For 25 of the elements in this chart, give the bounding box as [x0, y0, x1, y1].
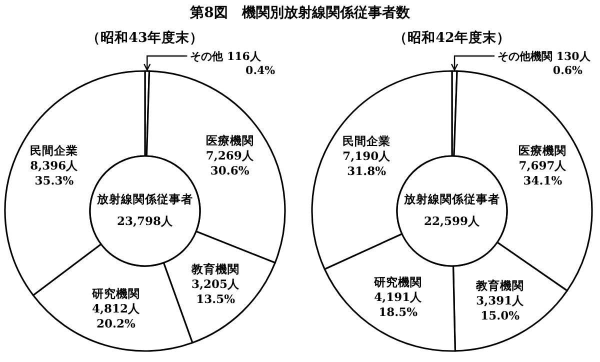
- text: 放射線関係従事者: [96, 192, 193, 206]
- slice-label: その他機関 130人 0.6%: [498, 50, 592, 78]
- data-label: 3,205人 13.5%: [192, 276, 241, 306]
- chart-title: 第8図 機関別放射線関係従事者数: [189, 5, 411, 21]
- slice-label: 民間企業: [342, 134, 391, 148]
- slice-label: 教育機関: [190, 262, 240, 276]
- chart-subtitle: （昭和42年度末）: [394, 29, 510, 46]
- data-label: 7,697人 34.1%: [518, 158, 568, 188]
- chart-subtitle: （昭和43年度末）: [86, 29, 204, 46]
- text: 23,798人: [116, 214, 174, 228]
- data-label: 4,812人 20.2%: [92, 301, 142, 330]
- slice-label: その他 116人 0.4%: [190, 50, 276, 78]
- slice-label: 研究機関: [91, 286, 140, 300]
- data-label: 7,190人 31.8%: [342, 149, 392, 178]
- data-label: 3,391人 15.0%: [476, 293, 526, 322]
- slice-label: 医療機関: [518, 144, 567, 158]
- data-label: 7,269人 30.6%: [206, 148, 255, 178]
- slice-label: 医療機関: [206, 133, 254, 148]
- data-label: 4,191人 18.5%: [374, 290, 424, 319]
- text: 放射線関係従事者: [403, 192, 500, 206]
- slice-label: 研究機関: [373, 275, 422, 289]
- text: 22,599人: [424, 214, 482, 228]
- data-label: 8,396人 35.3%: [30, 158, 80, 188]
- slice-label: 教育機関: [475, 278, 524, 292]
- slice-label: 民間企業: [30, 144, 78, 158]
